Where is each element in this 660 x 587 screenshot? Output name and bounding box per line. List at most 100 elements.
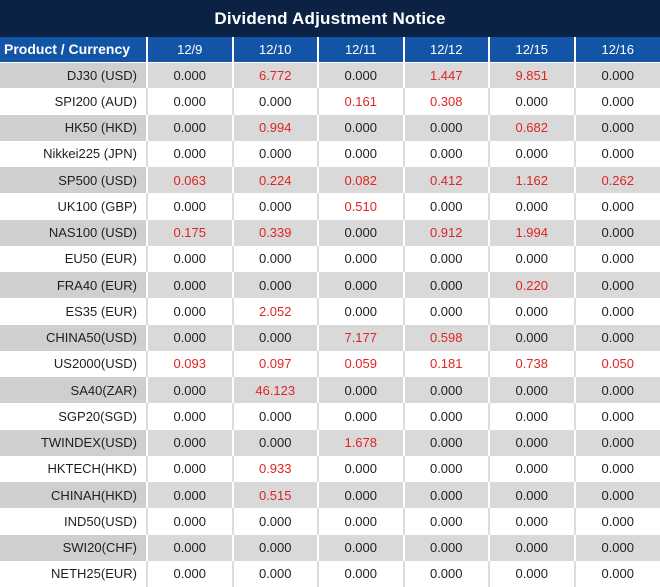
value-cell: 0.000 — [231, 403, 318, 430]
value-cell: 0.000 — [488, 377, 575, 404]
product-cell: SP500 (USD) — [0, 167, 147, 194]
value-cell: 0.000 — [146, 534, 233, 561]
header-row: Product / Currency 12/9 12/10 12/11 12/12 12/… — [0, 37, 660, 63]
table-row: NETH25(EUR) 0.000 0.000 0.000 0.000 0.000 0.00… — [0, 560, 660, 587]
value-cell: 0.510 — [317, 193, 404, 220]
value-cell: 46.123 — [231, 377, 318, 404]
value-cell: 0.000 — [488, 560, 575, 587]
value-cell: 0.000 — [402, 377, 489, 404]
value-cell: 0.000 — [317, 508, 404, 535]
value-cell: 0.000 — [573, 377, 660, 404]
value-cell: 0.000 — [317, 403, 404, 430]
date-column-header: 12/15 — [488, 37, 575, 63]
value-cell: 0.000 — [146, 429, 233, 456]
table-row: EU50 (EUR) 0.000 0.000 0.000 0.000 0.000 0.000 — [0, 245, 660, 272]
value-cell: 0.000 — [317, 560, 404, 587]
value-cell: 0.000 — [573, 140, 660, 167]
value-cell: 0.000 — [573, 219, 660, 246]
value-cell: 0.000 — [573, 455, 660, 482]
table-row: ES35 (EUR) 0.000 2.052 0.000 0.000 0.000 0.000 — [0, 298, 660, 325]
table-row: CHINA50(USD) 0.000 0.000 7.177 0.598 0.000 0.0… — [0, 324, 660, 351]
value-cell: 0.339 — [231, 219, 318, 246]
value-cell: 0.000 — [146, 114, 233, 141]
value-cell: 0.000 — [146, 62, 233, 89]
value-cell: 0.000 — [146, 140, 233, 167]
value-cell: 0.000 — [402, 534, 489, 561]
value-cell: 0.000 — [231, 560, 318, 587]
value-cell: 0.000 — [573, 245, 660, 272]
value-cell: 0.000 — [317, 482, 404, 509]
value-cell: 0.000 — [402, 298, 489, 325]
value-cell: 0.000 — [146, 482, 233, 509]
table-row: DJ30 (USD) 0.000 6.772 0.000 1.447 9.851 0.000 — [0, 62, 660, 89]
table-row: SA40(ZAR) 0.000 46.123 0.000 0.000 0.000 0.000 — [0, 377, 660, 404]
date-column-header: 12/11 — [317, 37, 404, 63]
value-cell: 0.000 — [573, 324, 660, 351]
value-cell: 0.175 — [146, 219, 233, 246]
value-cell: 0.000 — [317, 219, 404, 246]
page-title: Dividend Adjustment Notice — [0, 0, 660, 37]
product-cell: CHINAH(HKD) — [0, 482, 147, 509]
value-cell: 0.000 — [146, 88, 233, 115]
value-cell: 0.000 — [488, 245, 575, 272]
value-cell: 0.000 — [146, 324, 233, 351]
value-cell: 0.000 — [488, 298, 575, 325]
value-cell: 0.000 — [573, 508, 660, 535]
value-cell: 0.000 — [146, 245, 233, 272]
value-cell: 0.000 — [146, 508, 233, 535]
value-cell: 0.000 — [402, 482, 489, 509]
date-column-header: 12/16 — [573, 37, 660, 63]
value-cell: 0.000 — [146, 272, 233, 299]
value-cell: 0.000 — [573, 298, 660, 325]
value-cell: 0.262 — [573, 167, 660, 194]
product-cell: UK100 (GBP) — [0, 193, 147, 220]
product-cell: SPI200 (AUD) — [0, 88, 147, 115]
value-cell: 0.000 — [573, 114, 660, 141]
value-cell: 0.000 — [317, 377, 404, 404]
table-row: SWI20(CHF) 0.000 0.000 0.000 0.000 0.000 0.000 — [0, 534, 660, 561]
value-cell: 0.000 — [317, 140, 404, 167]
value-cell: 0.000 — [402, 114, 489, 141]
value-cell: 0.598 — [402, 324, 489, 351]
value-cell: 0.050 — [573, 350, 660, 377]
value-cell: 0.000 — [402, 272, 489, 299]
value-cell: 9.851 — [488, 62, 575, 89]
value-cell: 0.000 — [488, 534, 575, 561]
value-cell: 0.093 — [146, 350, 233, 377]
product-cell: SWI20(CHF) — [0, 534, 147, 561]
value-cell: 1.447 — [402, 62, 489, 89]
table-row: FRA40 (EUR) 0.000 0.000 0.000 0.000 0.220 0.00… — [0, 272, 660, 299]
product-cell: IND50(USD) — [0, 508, 147, 535]
table-row: HK50 (HKD) 0.000 0.994 0.000 0.000 0.682 0.000 — [0, 114, 660, 141]
value-cell: 0.412 — [402, 167, 489, 194]
value-cell: 0.000 — [488, 482, 575, 509]
product-cell: DJ30 (USD) — [0, 62, 147, 89]
value-cell: 0.000 — [317, 455, 404, 482]
product-cell: HK50 (HKD) — [0, 114, 147, 141]
value-cell: 0.912 — [402, 219, 489, 246]
value-cell: 0.000 — [402, 193, 489, 220]
value-cell: 7.177 — [317, 324, 404, 351]
value-cell: 0.000 — [146, 298, 233, 325]
value-cell: 6.772 — [231, 62, 318, 89]
value-cell: 0.000 — [317, 534, 404, 561]
value-cell: 1.162 — [488, 167, 575, 194]
value-cell: 0.000 — [488, 88, 575, 115]
value-cell: 0.000 — [231, 534, 318, 561]
table-row: SP500 (USD) 0.063 0.224 0.082 0.412 1.162 0.26… — [0, 167, 660, 194]
value-cell: 0.000 — [402, 455, 489, 482]
value-cell: 2.052 — [231, 298, 318, 325]
value-cell: 0.224 — [231, 167, 318, 194]
value-cell: 0.000 — [573, 193, 660, 220]
date-column-header: 12/10 — [231, 37, 318, 63]
value-cell: 0.000 — [317, 62, 404, 89]
value-cell: 0.000 — [402, 245, 489, 272]
value-cell: 0.000 — [317, 245, 404, 272]
product-cell: EU50 (EUR) — [0, 245, 147, 272]
product-cell: SA40(ZAR) — [0, 377, 147, 404]
table-row: IND50(USD) 0.000 0.000 0.000 0.000 0.000 0.000 — [0, 508, 660, 535]
product-cell: FRA40 (EUR) — [0, 272, 147, 299]
value-cell: 0.000 — [402, 560, 489, 587]
product-cell: Nikkei225 (JPN) — [0, 140, 147, 167]
